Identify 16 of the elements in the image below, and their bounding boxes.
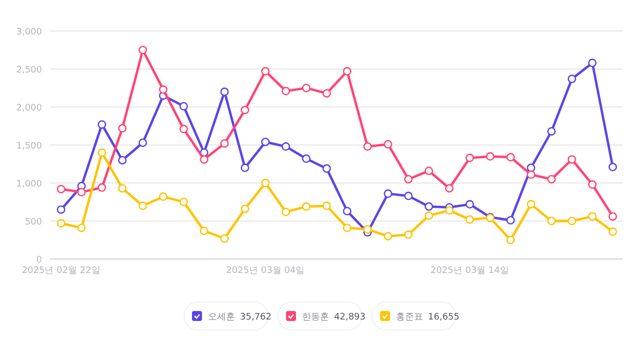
- y-tick-label: 500: [24, 218, 42, 228]
- legend-label: 홍준표: [396, 312, 423, 322]
- text: 42,893: [334, 312, 366, 322]
- x-tick-label: 2025년 02월 22일: [22, 266, 100, 276]
- y-tick-label: 1,500: [16, 142, 42, 152]
- y-tick-label: 1,000: [16, 180, 42, 190]
- y-tick-label: 0: [36, 256, 42, 266]
- legend-label: 오세훈: [208, 312, 235, 322]
- x-tick-label: 2025년 03월 04일: [226, 266, 305, 276]
- y-tick-label: 2,000: [16, 104, 42, 114]
- text: 35,762: [240, 312, 272, 322]
- x-tick-label: 2025년 03월 14일: [430, 266, 510, 276]
- legend-label: 한동훈: [302, 312, 329, 322]
- text: 16,655: [428, 312, 460, 322]
- y-tick-label: 3,000: [16, 28, 42, 38]
- y-tick-label: 2,500: [16, 66, 42, 76]
